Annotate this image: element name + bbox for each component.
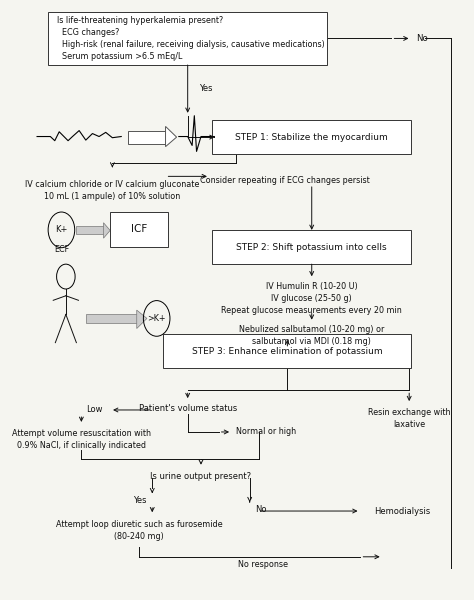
FancyBboxPatch shape xyxy=(212,230,411,265)
FancyBboxPatch shape xyxy=(48,11,327,65)
Text: Resin exchange with
laxative: Resin exchange with laxative xyxy=(368,408,450,429)
Text: Low: Low xyxy=(86,406,103,415)
FancyBboxPatch shape xyxy=(86,314,137,323)
Text: Normal or high: Normal or high xyxy=(237,427,297,436)
Text: Yes: Yes xyxy=(199,85,212,94)
Text: ECF: ECF xyxy=(54,245,69,254)
Polygon shape xyxy=(137,310,147,329)
Text: STEP 1: Stabilize the myocardium: STEP 1: Stabilize the myocardium xyxy=(236,133,388,142)
Text: >K+: >K+ xyxy=(147,314,166,323)
Text: No: No xyxy=(416,34,428,43)
FancyBboxPatch shape xyxy=(76,226,103,234)
Text: No: No xyxy=(255,505,266,514)
Polygon shape xyxy=(103,223,110,238)
FancyBboxPatch shape xyxy=(110,212,168,247)
Text: IV calcium chloride or IV calcium gluconate
10 mL (1 ampule) of 10% solution: IV calcium chloride or IV calcium glucon… xyxy=(25,180,200,201)
FancyBboxPatch shape xyxy=(164,334,411,368)
Polygon shape xyxy=(165,127,177,146)
Text: Nebulized salbutamol (10-20 mg) or
salbutamol via MDI (0.18 mg): Nebulized salbutamol (10-20 mg) or salbu… xyxy=(239,325,384,346)
FancyBboxPatch shape xyxy=(212,120,411,154)
FancyBboxPatch shape xyxy=(128,131,165,143)
Text: Attempt volume resuscitation with
0.9% NaCl, if clinically indicated: Attempt volume resuscitation with 0.9% N… xyxy=(12,429,151,450)
Text: Patient's volume status: Patient's volume status xyxy=(138,404,237,413)
Text: Yes: Yes xyxy=(133,496,147,505)
Text: Attempt loop diuretic such as furosemide
(80-240 mg): Attempt loop diuretic such as furosemide… xyxy=(55,520,222,541)
Text: STEP 3: Enhance elimination of potassium: STEP 3: Enhance elimination of potassium xyxy=(192,347,383,356)
Text: Consider repeating if ECG changes persist: Consider repeating if ECG changes persis… xyxy=(201,176,370,185)
Text: STEP 2: Shift potassium into cells: STEP 2: Shift potassium into cells xyxy=(237,242,387,251)
Text: No response: No response xyxy=(238,560,288,569)
Text: K+: K+ xyxy=(55,226,68,235)
Text: Is life-threatening hyperkalemia present?
  ECG changes?
  High-risk (renal fail: Is life-threatening hyperkalemia present… xyxy=(57,16,325,61)
Text: Hemodialysis: Hemodialysis xyxy=(374,506,431,515)
Text: ICF: ICF xyxy=(131,224,147,234)
Text: IV Humulin R (10-20 U)
IV glucose (25-50 g)
Repeat glucose measurements every 20: IV Humulin R (10-20 U) IV glucose (25-50… xyxy=(221,282,402,315)
Text: Is urine output present?: Is urine output present? xyxy=(150,472,252,481)
